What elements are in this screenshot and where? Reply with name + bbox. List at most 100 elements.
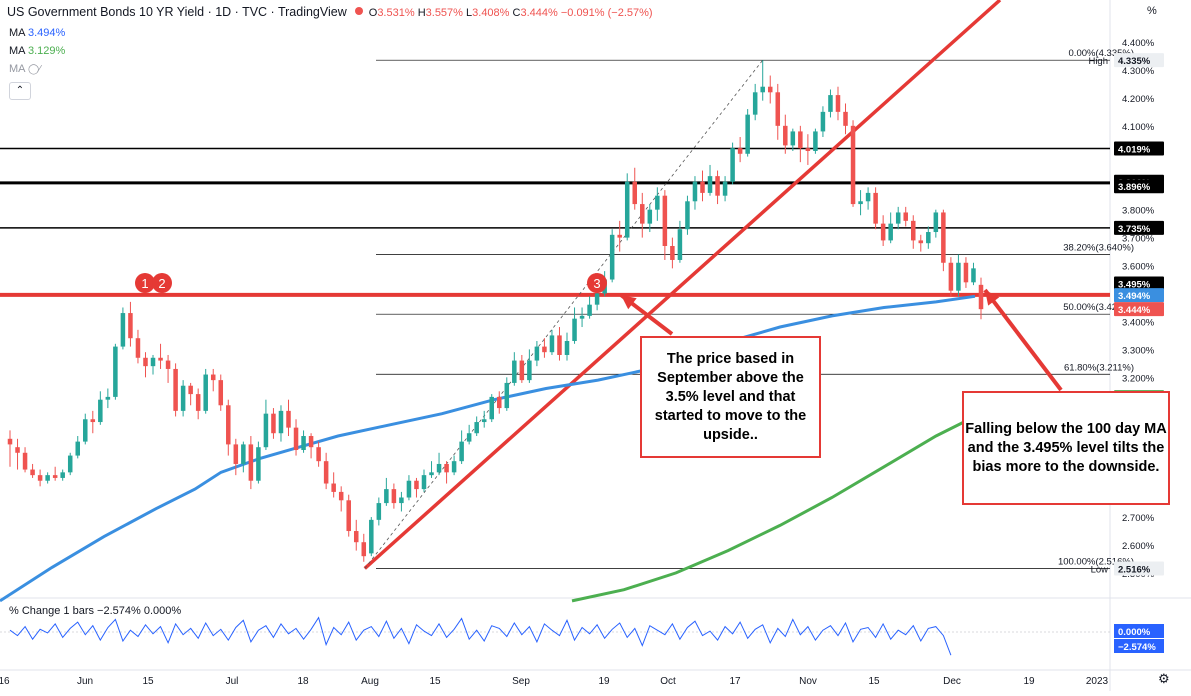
candle-body xyxy=(647,209,653,224)
candle-body xyxy=(963,262,969,283)
candle-body xyxy=(956,262,961,291)
candle-body xyxy=(233,444,239,464)
candle-body xyxy=(677,229,683,260)
touch-marker-label: 1 xyxy=(141,276,148,291)
y-tick-label: 3.800% xyxy=(1122,206,1155,217)
chevron-up-icon[interactable]: ⌃ xyxy=(9,82,31,100)
touch-marker-2 xyxy=(152,273,172,293)
fib-level-label: 61.80%(3.211%) xyxy=(1064,362,1134,373)
symbol-title[interactable]: US Government Bonds 10 YR Yield · 1D · T… xyxy=(7,5,347,19)
percent-scale-toggle[interactable]: % xyxy=(1147,5,1157,17)
candle-body xyxy=(414,480,419,490)
gear-icon[interactable]: ⚙ xyxy=(1158,671,1170,686)
market-status-icon xyxy=(354,7,363,15)
eye-off-icon[interactable]: ◯∕ xyxy=(27,64,41,75)
candle-body xyxy=(692,181,698,202)
candle-body xyxy=(120,313,126,347)
ma-200-line xyxy=(571,395,1015,603)
candle-body xyxy=(504,382,510,409)
callout-arrow-2-head xyxy=(985,290,1000,306)
high-label: High xyxy=(1088,56,1108,67)
x-tick-label: Aug xyxy=(361,676,379,687)
low-label: Low xyxy=(1091,564,1109,575)
x-tick-label: 15 xyxy=(868,676,880,687)
candle-body xyxy=(346,500,351,532)
candle-body xyxy=(113,346,118,397)
candle-body xyxy=(15,447,20,453)
candle-body xyxy=(971,268,976,283)
x-tick-label: Jul xyxy=(226,676,239,687)
candle-body xyxy=(798,131,803,149)
candle-body xyxy=(752,92,758,115)
candle-body xyxy=(910,220,916,241)
x-tick-label: 15 xyxy=(142,676,154,687)
candle-body xyxy=(7,438,13,445)
candle-body xyxy=(828,95,833,112)
candle-body xyxy=(444,463,449,473)
candle-body xyxy=(587,304,592,316)
candle-body xyxy=(820,111,826,132)
touch-marker-label: 3 xyxy=(593,276,600,291)
uptrend-line xyxy=(363,0,1002,570)
y-tick-label: 2.600% xyxy=(1122,541,1155,552)
fib-level-label: 0.00%(4.335%) xyxy=(1069,48,1134,59)
oscillator-header: % Change 1 bars −2.574% 0.000% xyxy=(9,605,182,617)
candle-body xyxy=(489,396,494,420)
ma-hidden-legend[interactable]: MA ◯∕ xyxy=(9,63,41,75)
candle-body xyxy=(685,201,690,230)
candle-body xyxy=(361,542,367,557)
candle-body xyxy=(783,125,788,146)
candle-body xyxy=(323,461,329,484)
candle-body xyxy=(481,419,487,423)
candle-body xyxy=(466,433,472,442)
price-label-bg xyxy=(1114,141,1164,156)
price-label: 4.335% xyxy=(1118,56,1151,67)
x-tick-label: 17 xyxy=(729,676,741,687)
x-tick-label: 15 xyxy=(429,676,441,687)
price-label-bg xyxy=(1114,276,1164,291)
x-tick-label: Sep xyxy=(512,676,530,687)
candle-body xyxy=(30,469,35,476)
ma-100-line xyxy=(0,294,976,603)
candle-body xyxy=(948,262,954,291)
candle-body xyxy=(557,335,562,355)
candle-body xyxy=(790,131,796,146)
candle-body xyxy=(241,444,246,464)
candle-body xyxy=(865,192,871,202)
candle-body xyxy=(497,396,502,409)
callout-arrow-2 xyxy=(983,288,1063,392)
price-label-bg xyxy=(1114,179,1164,194)
ma-100-legend[interactable]: MA 3.494% xyxy=(9,27,66,39)
candle-body xyxy=(926,232,931,244)
candle-body xyxy=(436,463,442,473)
y-tick-label: 4.200% xyxy=(1122,94,1155,105)
price-label: 4.019% xyxy=(1118,144,1151,155)
ma-200-legend[interactable]: MA 3.129% xyxy=(9,45,66,57)
candle-body xyxy=(978,284,984,310)
candle-body xyxy=(880,223,886,241)
x-tick-label: Jun xyxy=(77,676,93,687)
candle-body xyxy=(83,419,88,442)
candle-body xyxy=(384,489,389,504)
price-label-bg xyxy=(1114,302,1164,317)
candle-body xyxy=(150,357,156,367)
candle-body xyxy=(188,385,193,395)
candle-body xyxy=(67,455,73,473)
candle-body xyxy=(203,374,208,411)
candle-body xyxy=(542,346,547,353)
candle-body xyxy=(301,436,306,450)
price-label: 3.735% xyxy=(1118,224,1151,235)
candle-body xyxy=(308,436,314,448)
candle-body xyxy=(22,452,28,470)
chart-header: US Government Bonds 10 YR Yield · 1D · T… xyxy=(7,5,653,19)
x-tick-label: 16 xyxy=(0,676,10,687)
candle-body xyxy=(90,419,96,423)
candle-body xyxy=(767,86,773,93)
y-tick-label: 4.400% xyxy=(1122,38,1155,49)
x-tick-label: 19 xyxy=(1023,676,1035,687)
y-tick-label: 2.700% xyxy=(1122,513,1155,524)
candle-body xyxy=(338,491,344,501)
candle-body xyxy=(158,357,163,361)
